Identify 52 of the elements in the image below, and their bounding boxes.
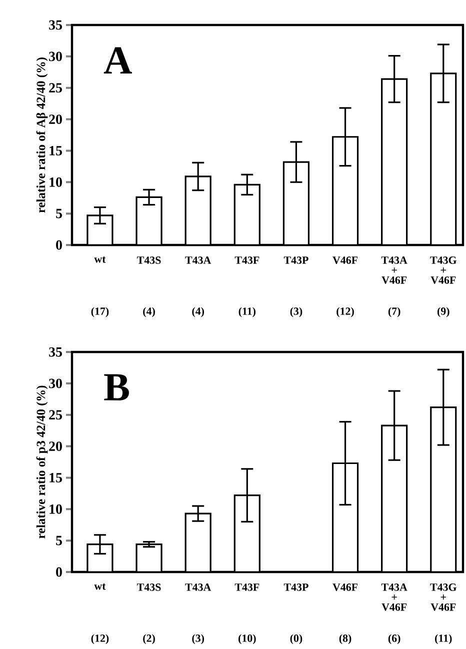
text: (3) (192, 634, 204, 644)
x-tick-label: V46F (332, 256, 358, 264)
y-tick-label: 20 (49, 442, 62, 451)
text: (10) (238, 634, 256, 644)
x-tick-label: T43F (234, 256, 260, 264)
text: (7) (388, 307, 400, 318)
text: (6) (388, 634, 400, 644)
y-axis-title: relative ratio of p3 42/40 (%) (36, 386, 48, 539)
y-tick-label: 20 (49, 114, 62, 124)
y-tick-label: 5 (56, 536, 62, 546)
x-tick-label: T43S (137, 256, 161, 264)
x-tick-label: wt (94, 584, 106, 590)
x-tick-label: V46F (332, 584, 358, 591)
y-tick-label: 15 (50, 473, 62, 482)
x-tick-label: T43S (137, 584, 161, 591)
y-tick-label: 25 (49, 83, 62, 93)
y-tick-label: 30 (49, 378, 62, 388)
text: (0) (290, 634, 302, 644)
x-tick-label: T43G + V46F (430, 584, 456, 611)
text: (8) (339, 634, 352, 644)
y-tick-label: 0 (56, 567, 62, 577)
text: (4) (192, 307, 204, 318)
x-tick-label: T43G + V46F (430, 256, 456, 284)
y-tick-label: 5 (56, 208, 62, 218)
x-tick-label: T43P (284, 256, 308, 264)
y-tick-label: 10 (50, 504, 62, 514)
y-tick-label: 30 (49, 52, 62, 62)
text: (4) (143, 307, 155, 318)
x-tick-label: T43A + V46F (381, 256, 408, 284)
y-tick-label: 35 (49, 347, 62, 357)
x-tick-label: T43F (234, 584, 260, 591)
text: (9) (437, 307, 450, 318)
text: (11) (238, 307, 256, 318)
y-tick-label: 15 (50, 146, 62, 156)
x-tick-label: T43A (185, 584, 212, 591)
x-tick-label: wt (94, 256, 106, 263)
y-tick-label: 0 (56, 240, 62, 250)
y-tick-label: 10 (50, 177, 62, 187)
text: (17) (91, 307, 109, 318)
text: (3) (290, 307, 302, 318)
text: (2) (143, 634, 155, 644)
y-axis-title: relative ratio of Aβ 42/40 (%) (36, 58, 48, 213)
text: (12) (91, 634, 109, 644)
chart-title: A (104, 47, 132, 74)
x-tick-label: T43A (185, 256, 212, 264)
text: (12) (336, 307, 354, 318)
chart-title: B (104, 374, 129, 400)
y-tick-label: 35 (49, 20, 62, 30)
x-tick-label: T43P (284, 584, 308, 591)
y-tick-label: 25 (49, 410, 62, 420)
x-tick-label: T43A + V46F (381, 584, 408, 611)
text: (11) (435, 634, 452, 644)
